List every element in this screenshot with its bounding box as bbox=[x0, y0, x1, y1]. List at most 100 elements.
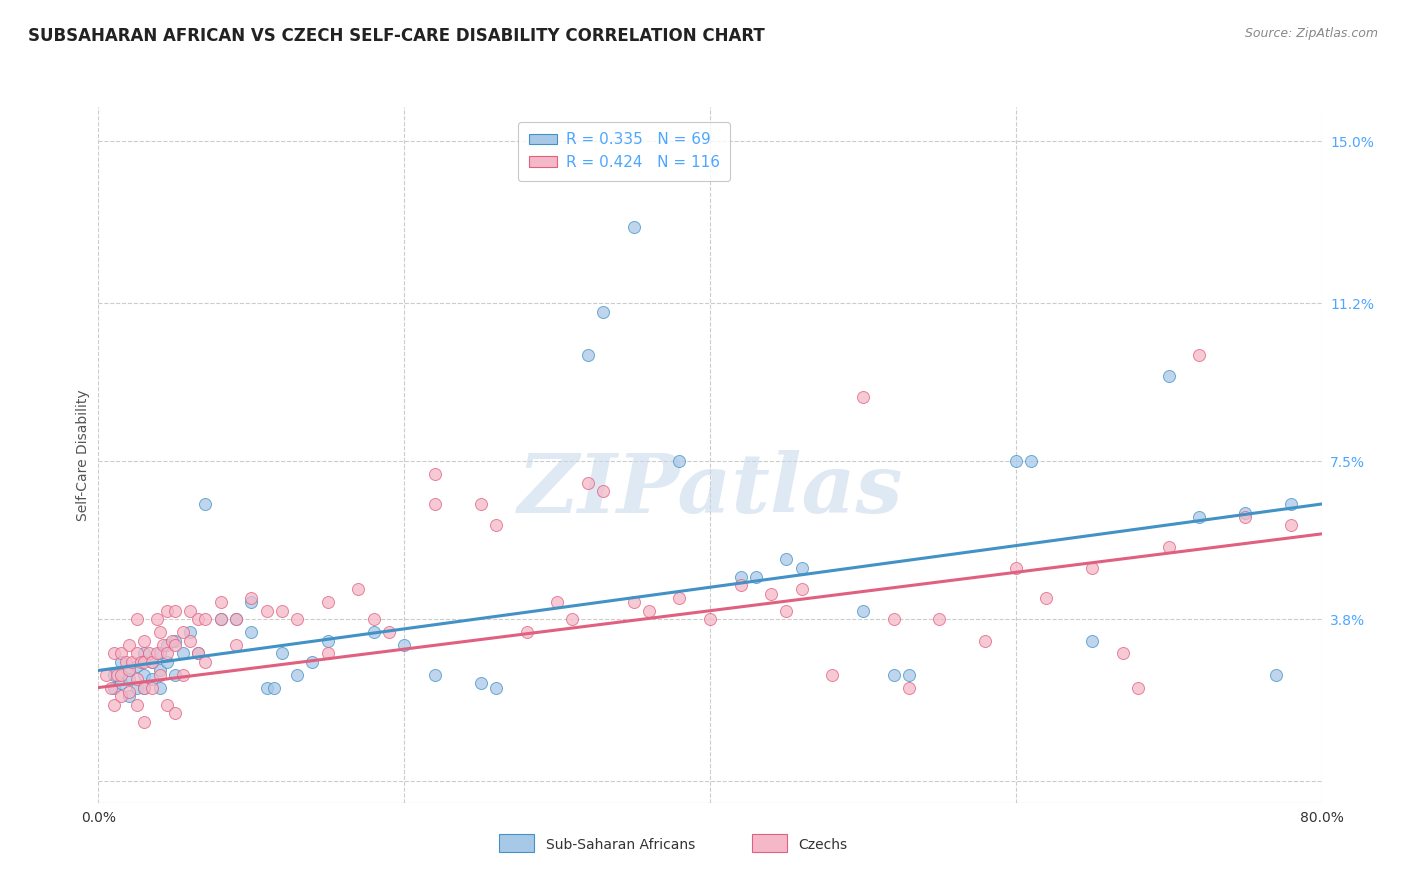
Point bbox=[209, 612, 232, 626]
Point bbox=[118, 689, 141, 703]
Text: ZIPatlas: ZIPatlas bbox=[517, 450, 903, 530]
Point bbox=[145, 612, 167, 626]
Point bbox=[470, 676, 492, 690]
Point bbox=[163, 667, 186, 681]
Point bbox=[897, 681, 920, 695]
Point bbox=[775, 552, 797, 566]
Point bbox=[118, 685, 141, 699]
Point bbox=[156, 647, 179, 661]
Point bbox=[209, 612, 232, 626]
Point bbox=[179, 633, 201, 648]
Legend: R = 0.335   N = 69, R = 0.424   N = 116: R = 0.335 N = 69, R = 0.424 N = 116 bbox=[519, 121, 731, 181]
Point bbox=[561, 612, 583, 626]
Point bbox=[623, 595, 645, 609]
Point bbox=[118, 664, 141, 678]
Point bbox=[141, 655, 163, 669]
Point bbox=[110, 689, 132, 703]
Point bbox=[516, 625, 538, 640]
Point bbox=[125, 612, 148, 626]
Point bbox=[194, 655, 217, 669]
Point bbox=[623, 219, 645, 234]
Point bbox=[103, 647, 125, 661]
Point bbox=[1019, 454, 1042, 468]
Point bbox=[730, 578, 752, 592]
Point bbox=[423, 667, 446, 681]
Point bbox=[1264, 667, 1286, 681]
Text: Czechs: Czechs bbox=[799, 838, 848, 852]
Point bbox=[485, 518, 508, 533]
Point bbox=[423, 497, 446, 511]
Point bbox=[363, 625, 385, 640]
Point bbox=[163, 706, 186, 721]
Point bbox=[129, 655, 152, 669]
Point bbox=[392, 638, 416, 652]
Point bbox=[928, 612, 950, 626]
Point bbox=[316, 647, 339, 661]
Point bbox=[141, 672, 163, 686]
Point bbox=[1004, 561, 1026, 575]
Point bbox=[240, 625, 263, 640]
Point bbox=[118, 664, 141, 678]
Point bbox=[240, 591, 263, 605]
Point bbox=[121, 655, 143, 669]
Point bbox=[1112, 647, 1135, 661]
Point bbox=[285, 667, 308, 681]
Point bbox=[256, 681, 278, 695]
Point bbox=[225, 612, 247, 626]
Point bbox=[316, 633, 339, 648]
Point bbox=[115, 655, 138, 669]
Point bbox=[179, 625, 201, 640]
Point bbox=[103, 681, 125, 695]
Text: SUBSAHARAN AFRICAN VS CZECH SELF-CARE DISABILITY CORRELATION CHART: SUBSAHARAN AFRICAN VS CZECH SELF-CARE DI… bbox=[28, 27, 765, 45]
Point bbox=[423, 467, 446, 482]
Point bbox=[699, 612, 721, 626]
Point bbox=[1188, 348, 1211, 362]
Point bbox=[156, 655, 179, 669]
Point bbox=[316, 595, 339, 609]
Point bbox=[1081, 561, 1104, 575]
Point bbox=[1157, 540, 1180, 554]
Point bbox=[974, 633, 997, 648]
Point bbox=[187, 647, 209, 661]
Point bbox=[156, 638, 179, 652]
Point bbox=[110, 647, 132, 661]
Point bbox=[187, 612, 209, 626]
Point bbox=[576, 475, 599, 490]
Point bbox=[134, 667, 156, 681]
Point bbox=[592, 305, 614, 319]
Point bbox=[1004, 454, 1026, 468]
Point bbox=[118, 638, 141, 652]
Point bbox=[270, 647, 292, 661]
Point bbox=[790, 582, 813, 597]
Point bbox=[775, 604, 797, 618]
Text: Sub-Saharan Africans: Sub-Saharan Africans bbox=[546, 838, 695, 852]
Point bbox=[745, 569, 768, 583]
Point bbox=[852, 604, 875, 618]
Point bbox=[152, 638, 174, 652]
Point bbox=[103, 667, 125, 681]
Point bbox=[125, 659, 148, 673]
Point bbox=[94, 667, 117, 681]
Point bbox=[378, 625, 401, 640]
Point bbox=[103, 698, 125, 712]
Point bbox=[256, 604, 278, 618]
Point bbox=[240, 595, 263, 609]
Point bbox=[134, 681, 156, 695]
Point bbox=[163, 633, 186, 648]
Point bbox=[1157, 368, 1180, 383]
Point bbox=[1279, 497, 1302, 511]
Point bbox=[347, 582, 370, 597]
Point bbox=[821, 667, 844, 681]
Point bbox=[172, 647, 194, 661]
Point bbox=[485, 681, 508, 695]
Point bbox=[637, 604, 661, 618]
Point bbox=[149, 647, 172, 661]
Point bbox=[179, 604, 201, 618]
Point bbox=[125, 698, 148, 712]
Point bbox=[883, 667, 905, 681]
Point bbox=[1234, 506, 1257, 520]
Point bbox=[141, 655, 163, 669]
Point bbox=[172, 625, 194, 640]
Point bbox=[363, 612, 385, 626]
Point bbox=[546, 595, 568, 609]
